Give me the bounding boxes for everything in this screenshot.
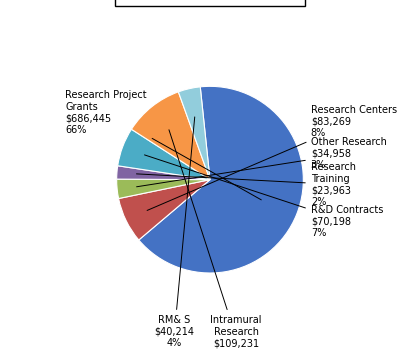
Wedge shape: [118, 180, 210, 240]
Wedge shape: [117, 166, 210, 180]
Text: Intramural
Research
$109,231
10%: Intramural Research $109,231 10%: [169, 130, 262, 350]
Wedge shape: [131, 92, 210, 180]
Text: Other Research
$34,958
3%: Other Research $34,958 3%: [136, 137, 387, 187]
Wedge shape: [139, 86, 303, 273]
Title: FY 2009 Budget Mechanism
(Dollars in thousands): FY 2009 Budget Mechanism (Dollars in tho…: [118, 0, 302, 2]
Text: Research
Training
$23,963
2%: Research Training $23,963 2%: [136, 162, 356, 207]
Wedge shape: [117, 179, 210, 198]
Text: R&D Contracts
$70,198
7%: R&D Contracts $70,198 7%: [144, 155, 383, 238]
Text: Research Centers
$83,269
8%: Research Centers $83,269 8%: [147, 105, 397, 210]
Wedge shape: [178, 87, 210, 180]
Text: RM& S
$40,214
4%: RM& S $40,214 4%: [155, 117, 195, 348]
Wedge shape: [118, 129, 210, 180]
Text: Research Project
Grants
$686,445
66%: Research Project Grants $686,445 66%: [66, 90, 261, 200]
